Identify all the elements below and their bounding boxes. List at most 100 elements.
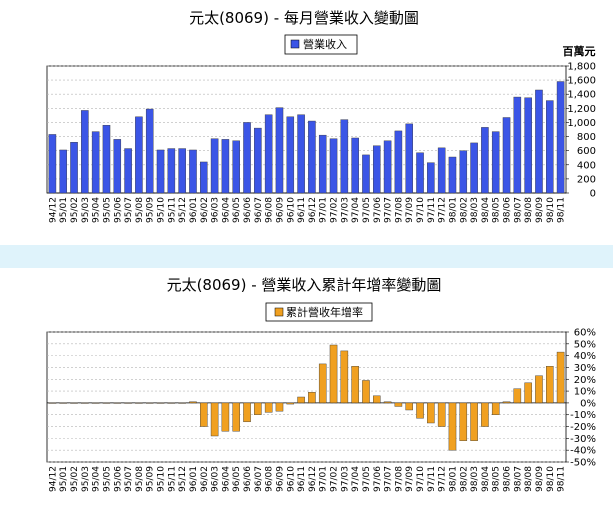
cumulative-growth-chart: 元太(8069) - 營業收入累計年增率變動圖 累計營收年增率 60%50%40… [0,268,613,513]
x-tick-label: 97/10 [416,197,426,223]
bar [556,81,565,194]
x-tick-label: 98/09 [535,197,545,223]
x-tick-label: 97/06 [373,466,383,492]
bar [275,107,284,194]
bar [394,130,403,194]
bar [340,119,349,194]
bar [427,402,435,424]
x-tick-label: 97/11 [427,466,437,492]
bar [210,402,219,437]
x-tick-label: 97/10 [416,466,426,492]
x-tick-label: 97/09 [405,197,415,223]
x-tick-label: 98/05 [492,466,502,492]
x-tick-label: 97/08 [394,197,404,223]
x-tick-label: 96/12 [308,197,318,223]
bar [556,351,565,404]
bar [329,138,338,194]
x-tick-label: 97/01 [319,197,329,223]
x-tick-label: 95/01 [59,197,69,223]
monthly-revenue-chart: 元太(8069) - 每月營業收入變動圖 營業收入 百萬元 1,800 1,600… [0,0,613,245]
bar [373,395,381,404]
bar [124,402,132,404]
x-tick-label: 97/01 [319,466,329,492]
bar [48,402,57,404]
legend-label: 累計營收年增率 [286,305,363,319]
x-tick-label: 98/08 [524,466,534,492]
y-tick-label: 0% [580,398,596,409]
bar [102,402,111,404]
bar [383,140,392,194]
y-tick-label: 1,800 [567,62,596,73]
x-tick-label: 95/05 [102,197,112,223]
bar [113,402,122,404]
bar [513,96,522,194]
bar [167,402,176,404]
bar [459,150,468,194]
bar [113,139,122,194]
legend-box [284,34,358,55]
bar [448,402,457,451]
x-tick-label: 97/09 [405,466,415,492]
x-tick-label: 98/04 [481,197,491,223]
y-tick-label: 60% [574,328,596,339]
bar [524,97,532,194]
x-tick-label: 97/03 [340,466,350,492]
bar [362,154,370,194]
bar [275,402,284,412]
bar [437,147,446,194]
x-tick-label: 98/07 [513,197,523,223]
bar [535,375,543,404]
x-tick-label: 97/04 [351,197,361,223]
y-tick-label: 600 [577,146,596,157]
bar [156,402,165,404]
bar [243,122,251,194]
x-tick-label: 98/11 [557,466,567,492]
x-tick-label: 95/06 [113,197,123,223]
bar [394,402,403,407]
x-tick-label: 96/06 [243,197,253,223]
x-tick-label: 96/04 [221,197,231,223]
y-tick-label: 400 [577,160,596,171]
x-tick-label: 95/10 [157,197,167,223]
y-tick-label: -50% [570,458,596,469]
y-axis-unit: 百萬元 [563,44,596,58]
x-tick-label: 96/06 [243,466,253,492]
bar [351,137,359,194]
x-tick-label: 98/01 [448,466,458,492]
x-tick-label: 96/03 [211,197,221,223]
x-tick-label: 98/10 [546,466,556,492]
bar [502,117,511,194]
x-tick-label: 95/04 [92,466,102,492]
bar [297,396,305,404]
x-tick-label: 94/12 [48,197,58,223]
bar [232,402,240,432]
x-tick-label: 96/01 [189,466,199,492]
bar [351,366,359,404]
bar [70,402,78,404]
x-tick-label: 98/06 [503,197,513,223]
bar [135,402,143,404]
x-tick-label: 97/02 [330,466,340,492]
bar [200,402,208,427]
x-tick-label: 97/06 [373,197,383,223]
x-tick-label: 97/05 [362,466,372,492]
bar [59,149,67,194]
y-tick-label: 10% [574,387,596,398]
x-tick-label: 95/09 [146,197,156,223]
bar [243,402,251,423]
bar [221,402,230,432]
bar [254,127,262,194]
x-tick-label: 98/03 [470,197,480,223]
y-tick-label: 200 [577,174,596,185]
bar [416,402,424,419]
bar [91,131,100,194]
bar [232,140,240,194]
bar [481,402,489,427]
x-tick-label: 95/02 [70,466,80,492]
bar [254,402,262,415]
x-tick-label: 98/06 [503,466,513,492]
x-tick-label: 98/11 [557,197,567,223]
bar [318,134,327,194]
x-tick-label: 97/04 [351,466,361,492]
x-tick-label: 97/02 [330,197,340,223]
